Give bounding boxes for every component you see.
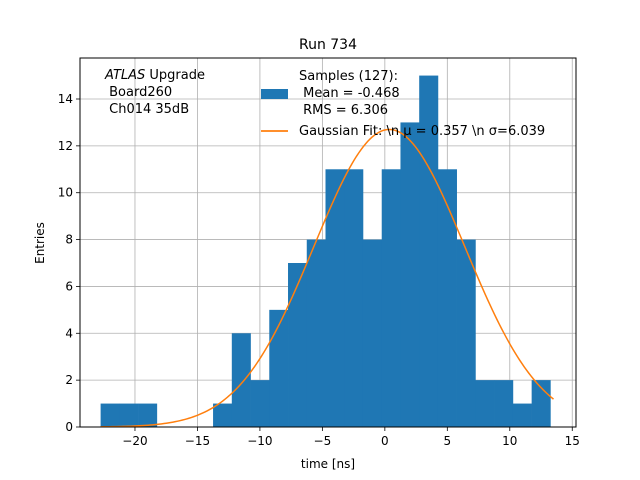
x-tick-label: −10 (247, 434, 272, 448)
histogram-bar (325, 169, 345, 428)
y-tick-label: 10 (58, 186, 73, 200)
histogram-bar (381, 169, 401, 428)
y-tick-label: 12 (58, 139, 73, 153)
histogram-bar (344, 169, 364, 428)
y-tick-label: 2 (65, 373, 73, 387)
annotation-line-1: ATLAS Upgrade (104, 68, 205, 83)
x-tick-label: 10 (502, 434, 517, 448)
x-tick-label: −15 (185, 434, 210, 448)
x-tick-label: 5 (443, 434, 451, 448)
histogram-bar (419, 75, 439, 428)
histogram-bar (437, 169, 457, 428)
histogram-bar (231, 333, 251, 427)
chart-title: Run 734 (299, 37, 357, 53)
histogram-bar (269, 309, 289, 427)
histogram-bar (213, 403, 233, 427)
histogram-bar (100, 403, 120, 427)
legend-hist-line-3: RMS = 6.306 (299, 103, 388, 118)
y-tick-label: 4 (65, 326, 73, 340)
plot-frame (79, 57, 577, 428)
legend-hist-swatch (261, 89, 288, 99)
histogram-bar (475, 380, 495, 427)
y-tick-label: 6 (65, 279, 73, 293)
histogram-bar (119, 403, 139, 427)
histogram-bar (494, 380, 514, 427)
histogram-bar (512, 403, 532, 427)
x-axis-ticks: −20 −15 −10 −5 0 5 10 15 (122, 427, 580, 448)
x-tick-label: −5 (314, 434, 332, 448)
y-tick-label: 14 (58, 92, 73, 106)
histogram-bar (456, 239, 476, 427)
histogram-bar (362, 239, 383, 427)
annotation-line-2: Board260 (105, 85, 172, 100)
legend: Samples (127): Mean = -0.468 RMS = 6.306… (261, 69, 545, 139)
y-tick-label: 8 (65, 233, 73, 247)
y-axis-ticks: 0 2 4 6 8 10 12 14 (58, 92, 80, 434)
legend-hist-line-2: Mean = -0.468 (299, 86, 400, 101)
histogram-bar (400, 122, 420, 427)
histogram-bar (250, 380, 270, 427)
histogram-bar (288, 263, 308, 427)
y-axis-label: Entries (33, 222, 47, 264)
x-axis-label: time [ns] (301, 457, 355, 471)
histogram-bar (138, 403, 158, 427)
x-tick-label: −20 (122, 434, 147, 448)
annotation-line-3: Ch014 35dB (105, 102, 189, 117)
x-tick-label: 15 (565, 434, 580, 448)
x-tick-label: 0 (381, 434, 389, 448)
gaussian-fit-line (100, 128, 554, 428)
histogram-bar (306, 239, 326, 427)
legend-fit-label: Gaussian Fit: \n μ = 0.357 \n σ=6.039 (299, 124, 545, 139)
legend-hist-line-1: Samples (127): (299, 69, 398, 84)
y-tick-label: 0 (65, 420, 73, 434)
annotation: ATLAS Upgrade Board260 Ch014 35dB (104, 68, 205, 117)
histogram-bars (100, 75, 551, 428)
